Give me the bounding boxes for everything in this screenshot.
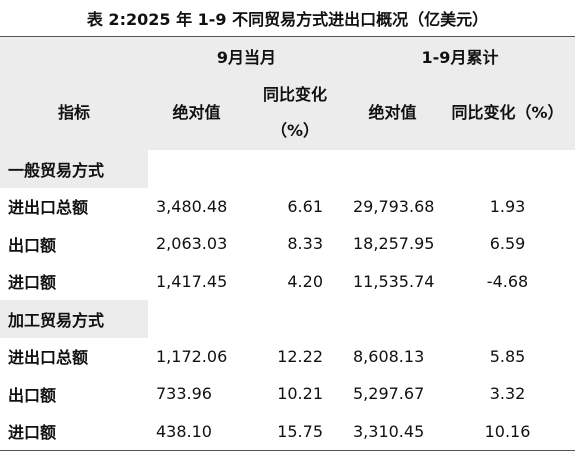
- column-header: 同比变化（%）: [440, 75, 575, 150]
- title: 表 2:2025 年 1-9 不同贸易方式进出口概况（亿美元）: [86, 10, 489, 29]
- value: 3.32: [489, 384, 526, 404]
- value: 6.61: [287, 196, 323, 216]
- column-header: 指标: [0, 75, 148, 150]
- value: 12.22: [277, 346, 323, 366]
- section-label: 一般贸易方式: [0, 150, 148, 188]
- row-label: 出口额: [8, 385, 57, 405]
- value: 29,793.68: [353, 196, 435, 216]
- value: 1,172.06: [156, 346, 228, 366]
- row-label: 进口额: [8, 423, 57, 443]
- column-header: 绝对值: [345, 75, 440, 150]
- value: 733.96: [156, 384, 212, 404]
- value: 1.93: [489, 196, 526, 216]
- rule: [0, 450, 575, 451]
- column-header: 同比变化（%）: [245, 75, 345, 150]
- row-label: 进口额: [8, 273, 57, 293]
- value: 438.10: [156, 421, 212, 441]
- group-header: 1-9月累计: [345, 37, 575, 75]
- value: 5,297.67: [353, 384, 425, 404]
- row-label: 出口额: [8, 235, 57, 255]
- value: 8.33: [287, 234, 323, 254]
- value: 2,063.03: [156, 234, 228, 254]
- value: 15.75: [277, 421, 323, 441]
- value: 3,480.48: [156, 196, 228, 216]
- row-label: 进出口总额: [8, 348, 89, 368]
- group-header: 9月当月: [148, 37, 345, 75]
- value: 10.16: [484, 421, 531, 441]
- value: -4.68: [486, 271, 529, 291]
- value: 8,608.13: [353, 346, 425, 366]
- value: 3,310.45: [353, 421, 425, 441]
- value: 11,535.74: [353, 271, 435, 291]
- value: 4.20: [287, 271, 323, 291]
- row-label: 进出口总额: [8, 198, 89, 218]
- value: 18,257.95: [353, 234, 435, 254]
- section-label: 加工贸易方式: [0, 300, 148, 338]
- value: 10.21: [277, 384, 323, 404]
- value: 5.85: [489, 346, 526, 366]
- rule: [0, 36, 575, 37]
- value: 1,417.45: [156, 271, 228, 291]
- column-header: 绝对值: [148, 75, 245, 150]
- value: 6.59: [489, 234, 526, 254]
